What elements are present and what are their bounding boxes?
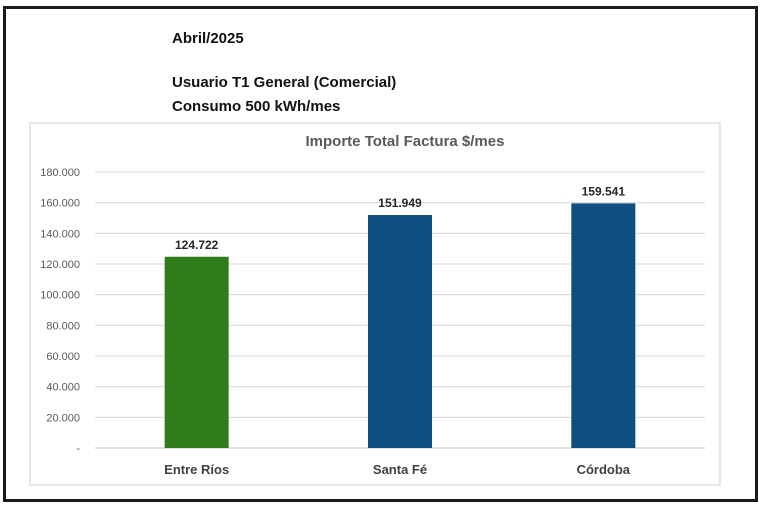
bar (164, 256, 229, 448)
period-label: Abril/2025 (172, 30, 244, 47)
y-tick-label: 20.000 (46, 412, 80, 424)
y-tick-label: 100.000 (40, 290, 80, 302)
data-label: 159.541 (582, 184, 626, 198)
data-label: 124.722 (175, 238, 219, 252)
bar (571, 203, 636, 448)
y-tick-label: 60.000 (46, 351, 80, 363)
x-tick-label: Córdoba (577, 462, 631, 477)
data-label: 151.949 (378, 196, 422, 210)
y-tick-label: 140.000 (40, 228, 80, 240)
bar (368, 215, 432, 448)
chart-title: Importe Total Factura $/mes (306, 133, 505, 150)
user-type-label: Usuario T1 General (Comercial) (172, 74, 397, 91)
y-tick-label: 40.000 (46, 382, 80, 394)
x-tick-label: Entre Ríos (164, 462, 229, 477)
y-tick-label: 180.000 (40, 167, 80, 179)
y-tick-label: - (76, 443, 80, 455)
y-tick-label: 160.000 (40, 198, 80, 210)
y-tick-label: 80.000 (46, 320, 80, 332)
x-tick-label: Santa Fé (373, 462, 427, 477)
y-tick-label: 120.000 (40, 259, 80, 271)
consumption-label: Consumo 500 kWh/mes (172, 98, 341, 115)
